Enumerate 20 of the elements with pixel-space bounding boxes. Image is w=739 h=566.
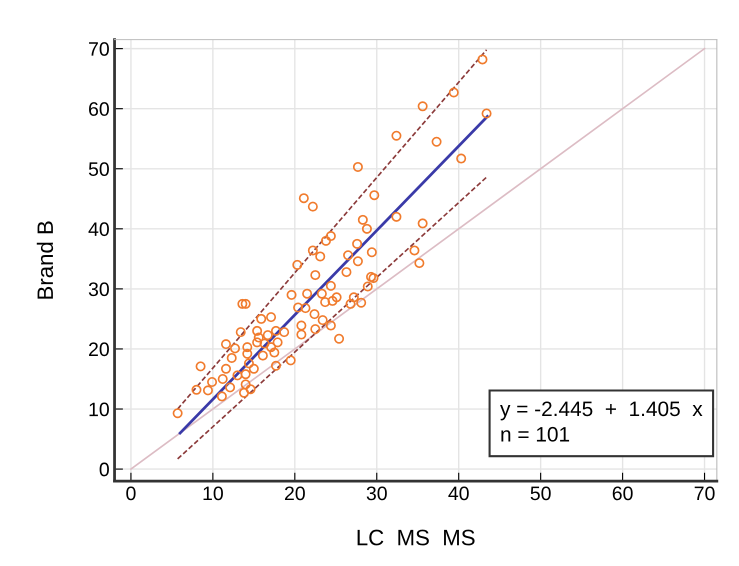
y-tick-label: 40 xyxy=(88,222,109,236)
x-tick-label: 30 xyxy=(366,486,387,500)
y-tick-label: 0 xyxy=(100,462,109,476)
annotation: y = -2.445 + 1.405 x xyxy=(500,401,702,420)
y-tick-label: 50 xyxy=(88,162,109,176)
x-tick-label: 20 xyxy=(284,486,305,500)
x-tick-label: 10 xyxy=(204,486,223,500)
y-tick-label: 30 xyxy=(88,282,109,296)
x-tick-label: 60 xyxy=(612,486,633,500)
x-tick-label: 0 xyxy=(126,486,136,500)
x-axis-title: LC MS MS xyxy=(358,530,475,546)
y-tick-label: 20 xyxy=(89,342,109,356)
x-tick-label: 70 xyxy=(694,486,715,500)
annotation: n = 101 xyxy=(501,426,570,442)
y-tick-label: 10 xyxy=(90,402,109,416)
y-tick-label: 70 xyxy=(89,42,109,56)
x-tick-label: 40 xyxy=(448,486,469,500)
y-axis-title: Brand B xyxy=(36,221,54,299)
y-tick-label: 60 xyxy=(89,102,109,116)
x-tick-label: 50 xyxy=(530,486,551,500)
